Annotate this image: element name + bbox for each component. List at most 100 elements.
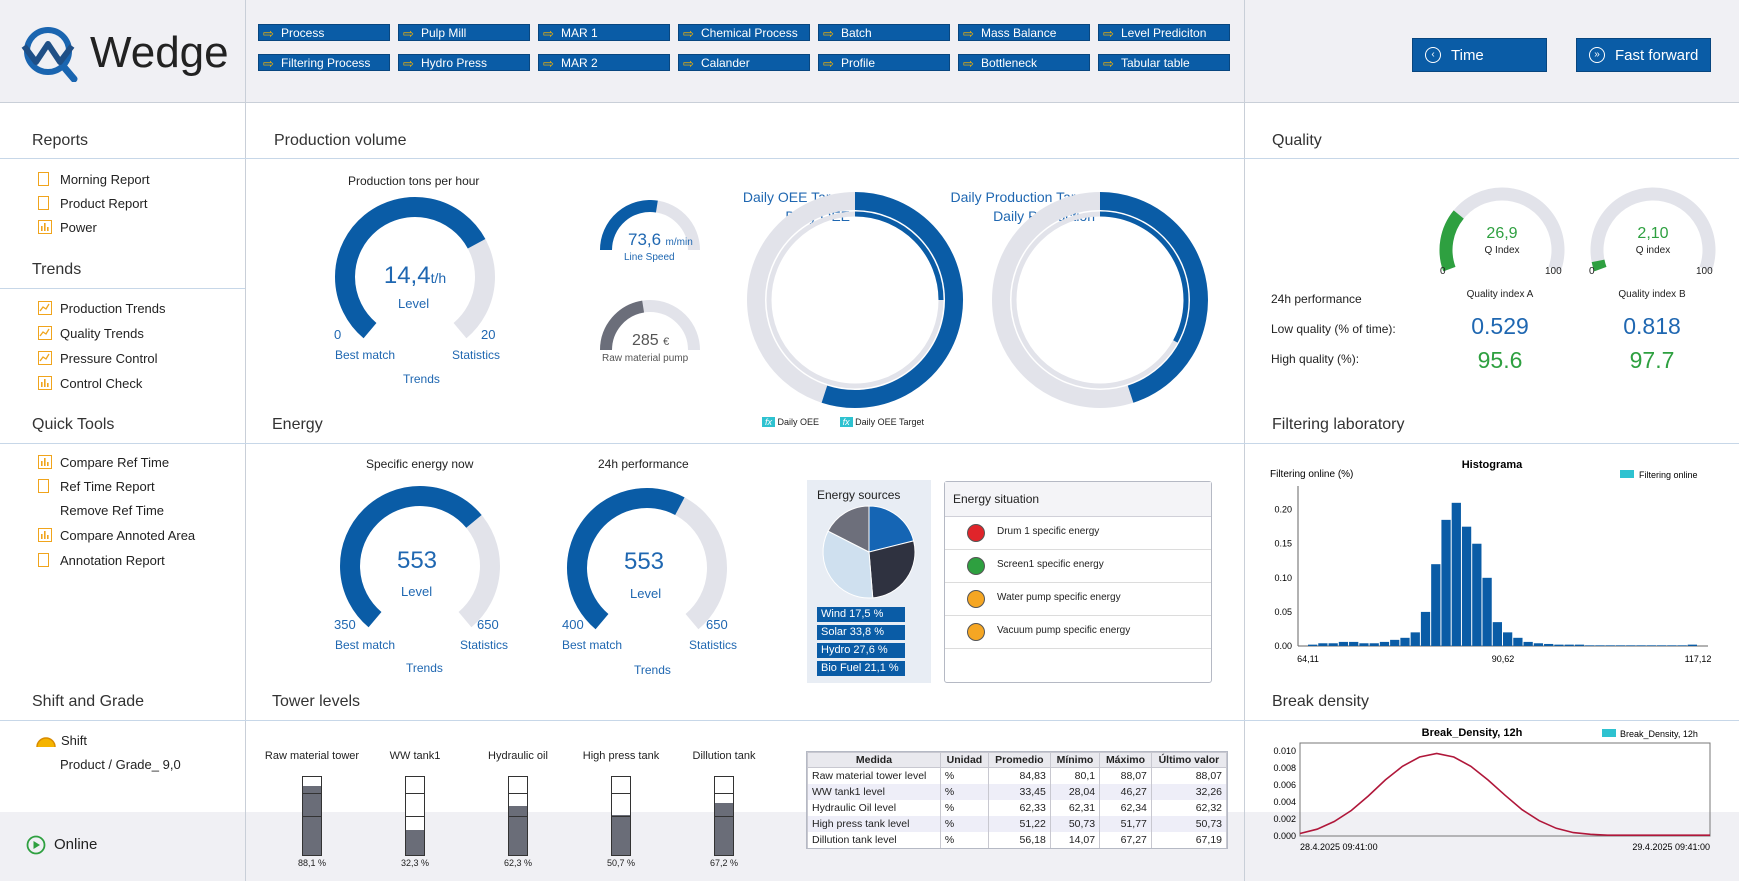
sidebar-item-label: Product Report <box>60 196 148 211</box>
table-cell: % <box>939 784 989 800</box>
table-header-cell: Máximo <box>1099 752 1152 768</box>
document-icon <box>38 553 49 567</box>
nav-button-calander[interactable]: ⇨ Calander <box>678 54 810 71</box>
production-max: 20 <box>481 327 496 342</box>
table-row: Raw material tower level% 84,83 80,1 88,07 8… <box>807 767 1228 784</box>
logo: Wedge <box>18 24 238 84</box>
pump-value: 285 € <box>632 332 669 350</box>
document-icon <box>38 196 49 210</box>
histogram-bar <box>1544 643 1554 646</box>
sidebar-item-label: Quality Trends <box>60 326 144 341</box>
energy-g2-best[interactable]: Best match <box>562 638 623 652</box>
tank-value: 32,3 % <box>400 858 430 868</box>
gauge-fill <box>1591 259 1607 272</box>
energy-source-item: Hydro 27,6 % <box>817 643 905 658</box>
nav-button-tabular-table[interactable]: ⇨ Tabular table <box>1098 54 1230 71</box>
nav-button-chemical-process[interactable]: ⇨ Chemical Process <box>678 24 810 41</box>
pie-slice <box>827 505 870 553</box>
fast-forward-button[interactable]: » Fast forward <box>1576 38 1711 72</box>
histogram-legend-swatch <box>1620 470 1634 478</box>
nav-button-mar-1[interactable]: ⇨ MAR 1 <box>538 24 670 41</box>
energy-g2-trends[interactable]: Trends <box>634 663 671 677</box>
trend-icon <box>38 301 52 315</box>
energy-source-item: Wind 17,5 % <box>817 607 905 622</box>
sidebar-divider <box>245 0 246 881</box>
time-button[interactable]: ‹ Time <box>1412 38 1547 72</box>
table-cell: 46,27 <box>1099 784 1152 800</box>
energy-situation-row[interactable]: Vacuum pump specific energy <box>945 616 1211 649</box>
energy-situation-list: Drum 1 specific energy Screen1 specific e… <box>945 517 1211 652</box>
nav-button-hydro-press[interactable]: ⇨ Hydro Press <box>398 54 530 71</box>
histogram-bar <box>1492 622 1502 646</box>
production-statistics[interactable]: Statistics <box>452 348 501 362</box>
energy-g1-best[interactable]: Best match <box>335 638 396 652</box>
nav-button-mass-balance[interactable]: ⇨ Mass Balance <box>958 24 1090 41</box>
break-density-line <box>1299 752 1710 836</box>
table-cell: 51,77 <box>1099 816 1152 832</box>
histogram-bar <box>1646 645 1656 646</box>
energy-source-item: Bio Fuel 21,1 % <box>817 661 905 676</box>
quality-b-label: Q index <box>1635 245 1671 256</box>
legend-fx-icon-2: fx <box>839 417 853 427</box>
nav-button-label: Level Prediciton <box>1121 26 1207 40</box>
nav-button-label: Tabular table <box>1121 56 1190 70</box>
energy-g1-level: Level <box>401 584 433 599</box>
nav-button-bottleneck[interactable]: ⇨ Bottleneck <box>958 54 1090 71</box>
table-cell: 62,33 <box>987 800 1051 816</box>
energy-g2-stats[interactable]: Statistics <box>689 638 738 652</box>
energy-g1-stats[interactable]: Statistics <box>460 638 509 652</box>
quality-perf-label: 24h performance <box>1271 292 1362 306</box>
energy-situation-row[interactable]: Screen1 specific energy <box>945 550 1211 583</box>
table-cell: % <box>939 816 989 832</box>
production-trends[interactable]: Trends <box>403 372 440 386</box>
energy-situation-label: Water pump specific energy <box>997 592 1121 603</box>
production-best-match[interactable]: Best match <box>335 348 396 362</box>
break-ytick: 0.006 <box>1273 780 1296 790</box>
trend-icon <box>38 326 52 340</box>
pump-gauge <box>600 300 700 351</box>
energy-title: Energy <box>272 416 323 433</box>
chart-icon <box>38 455 52 469</box>
sidebar-item-label: Ref Time Report <box>60 479 155 494</box>
table-cell: 84,83 <box>987 767 1051 784</box>
tank-fill <box>406 829 424 855</box>
reports-divider <box>0 158 245 159</box>
energy-situation-title: Energy situation <box>953 492 1040 506</box>
nav-button-label: Filtering Process <box>281 56 371 70</box>
histogram-bar <box>1595 645 1605 646</box>
pump-unit: € <box>663 336 670 348</box>
nav-button-label: Profile <box>841 56 876 70</box>
nav-button-filtering-process[interactable]: ⇨ Filtering Process <box>258 54 390 71</box>
production-value-number: 14,4 <box>383 262 431 289</box>
nav-button-process[interactable]: ⇨ Process <box>258 24 390 41</box>
table-cell: % <box>939 800 989 816</box>
sidebar-item-label: Control Check <box>60 376 143 391</box>
gauge-fill <box>1439 210 1464 272</box>
histogram-bar <box>1636 645 1646 646</box>
nav-button-profile[interactable]: ⇨ Profile <box>818 54 950 71</box>
histogram-bar <box>1554 644 1564 646</box>
nav-button-label: Mass Balance <box>981 26 1057 40</box>
legend-oee-target: Daily OEE Target <box>855 417 924 427</box>
histogram-xtick: 90,62 <box>1492 654 1515 664</box>
nav-button-batch[interactable]: ⇨ Batch <box>818 24 950 41</box>
line-speed-number: 73,6 <box>628 230 662 249</box>
energy-situation-row[interactable]: Drum 1 specific energy <box>945 517 1211 550</box>
donut-target <box>854 211 944 301</box>
histogram-ytick: 0.15 <box>1274 539 1292 549</box>
energy-g1-trends[interactable]: Trends <box>406 661 443 675</box>
nav-button-mar-2[interactable]: ⇨ MAR 2 <box>538 54 670 71</box>
nav-button-level-prediciton[interactable]: ⇨ Level Prediciton <box>1098 24 1230 41</box>
nav-button-pulp-mill[interactable]: ⇨ Pulp Mill <box>398 24 530 41</box>
energy-g1-value: 553 <box>396 547 438 574</box>
table-cell: High press tank level <box>807 816 941 832</box>
tank-fill <box>612 815 630 855</box>
histogram-bar <box>1349 641 1359 646</box>
status-indicator-icon <box>967 623 985 641</box>
nav-button-label: Bottleneck <box>981 56 1038 70</box>
energy-situation-row[interactable]: Water pump specific energy <box>945 583 1211 616</box>
quality-col-b: Quality index B <box>1618 289 1686 300</box>
energy-pie <box>822 505 916 599</box>
table-cell: 67,27 <box>1099 832 1152 848</box>
arrow-right-icon: ⇨ <box>963 26 974 41</box>
